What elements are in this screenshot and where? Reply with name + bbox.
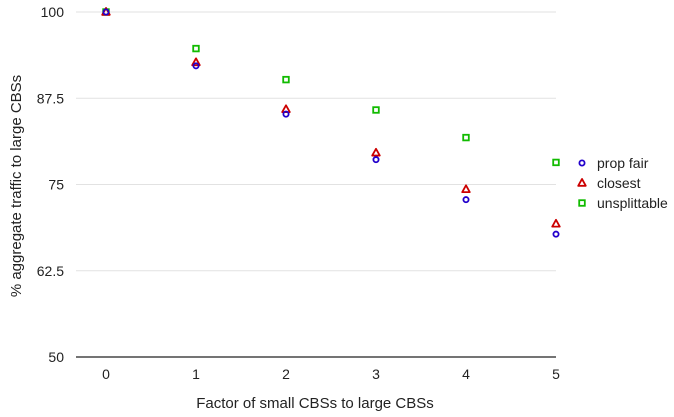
data-point: [371, 147, 381, 157]
x-tick-label: 0: [102, 366, 110, 382]
series-closest: [101, 7, 561, 228]
y-tick-label: 62.5: [37, 263, 64, 279]
y-tick-label: 75: [48, 177, 64, 193]
data-point: [102, 8, 110, 16]
data-point: [372, 106, 380, 114]
data-point: [192, 62, 200, 70]
x-axis-ticks: 0 1 2 3 4 5: [102, 366, 560, 382]
data-marks: [101, 7, 561, 238]
legend-marker: [578, 159, 586, 167]
legend-label: unsplittable: [597, 195, 668, 211]
data-point: [551, 218, 561, 228]
data-point: [552, 230, 560, 238]
data-point: [372, 156, 380, 164]
y-tick-label: 100: [41, 4, 65, 20]
legend-item: closest: [577, 175, 641, 191]
y-tick-label: 50: [48, 349, 64, 365]
legend-item: prop fair: [578, 155, 649, 171]
x-tick-label: 1: [192, 366, 200, 382]
x-tick-label: 3: [372, 366, 380, 382]
series-prop-fair: [102, 8, 560, 238]
data-point: [282, 75, 290, 84]
data-point: [192, 44, 200, 53]
data-point: [191, 57, 201, 67]
y-axis-label: % aggregate traffic to large CBSs: [8, 75, 25, 297]
grid-lines: [76, 11, 556, 272]
legend-label: prop fair: [597, 155, 649, 171]
data-point: [552, 158, 560, 167]
data-point: [461, 184, 471, 194]
y-tick-label: 87.5: [37, 90, 64, 106]
data-point: [462, 133, 470, 142]
legend-label: closest: [597, 175, 641, 191]
x-tick-label: 5: [552, 366, 560, 382]
x-axis-label: Factor of small CBSs to large CBSs: [196, 395, 434, 412]
series-unsplittable: [102, 8, 560, 167]
y-axis-ticks: 50 62.5 75 87.5 100: [37, 4, 64, 365]
data-point: [282, 110, 290, 118]
data-point: [462, 196, 470, 204]
legend-item: unsplittable: [578, 195, 668, 211]
x-tick-label: 4: [462, 366, 470, 382]
legend-marker: [577, 178, 587, 187]
legend-marker: [578, 199, 586, 207]
x-tick-label: 2: [282, 366, 290, 382]
legend: prop fair closest unsplittable: [577, 155, 668, 211]
